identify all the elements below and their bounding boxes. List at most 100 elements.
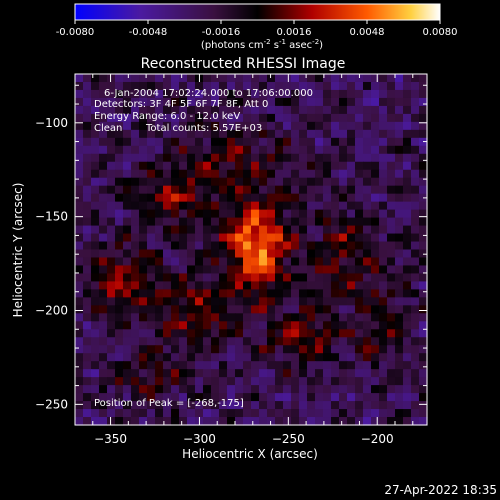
heatmap-cell: [339, 305, 348, 314]
heatmap-cell: [283, 369, 292, 378]
heatmap-cell: [283, 169, 292, 179]
heatmap-cell: [219, 249, 228, 259]
heatmap-cell: [355, 209, 364, 219]
heatmap-cell: [291, 417, 300, 426]
heatmap-cell: [91, 361, 100, 370]
heatmap-cell: [259, 169, 268, 179]
heatmap-cell: [163, 89, 172, 99]
heatmap-cell: [371, 345, 380, 354]
heatmap-cell: [387, 337, 396, 346]
heatmap-cell: [227, 289, 236, 298]
heatmap-cell: [291, 81, 300, 91]
heatmap-cell: [187, 113, 196, 123]
heatmap-cell: [227, 217, 236, 227]
heatmap-cell: [155, 353, 164, 362]
heatmap-cell: [155, 369, 164, 378]
heatmap-cell: [291, 361, 300, 370]
heatmap-cell: [83, 377, 92, 386]
heatmap-cell: [115, 321, 124, 330]
heatmap-cell: [267, 201, 276, 211]
heatmap-cell: [339, 185, 348, 195]
heatmap-cell: [339, 353, 348, 362]
heatmap-cell: [379, 81, 388, 91]
heatmap-cell: [163, 257, 172, 267]
heatmap-cell: [323, 337, 332, 346]
heatmap-cell: [211, 81, 220, 91]
heatmap-cell: [307, 201, 316, 211]
heatmap-cell: [163, 377, 172, 386]
heatmap-cell: [171, 305, 180, 314]
heatmap-cell: [323, 265, 332, 275]
heatmap-cell: [355, 153, 364, 163]
heatmap-cell: [387, 361, 396, 370]
x-axis-label: Heliocentric X (arcsec): [182, 447, 318, 461]
heatmap-cell: [171, 185, 180, 195]
heatmap-cell: [195, 81, 204, 91]
heatmap-cell: [363, 233, 372, 243]
heatmap-cell: [235, 121, 244, 131]
heatmap-cell: [75, 409, 84, 418]
heatmap-cell: [371, 169, 380, 179]
heatmap-cell: [291, 297, 300, 306]
heatmap-cell: [331, 409, 340, 418]
colorbar-ticks: -0.0080 -0.0048 -0.0016 0.0016 0.0048 0.0080: [56, 20, 458, 38]
heatmap-cell: [235, 81, 244, 91]
heatmap-cell: [243, 297, 252, 306]
heatmap-cell: [275, 361, 284, 370]
heatmap-cell: [251, 169, 260, 179]
heatmap-cell: [139, 289, 148, 298]
heatmap-cell: [387, 329, 396, 338]
heatmap-cell: [83, 329, 92, 338]
heatmap-cell: [251, 249, 260, 259]
heatmap-cell: [283, 345, 292, 354]
heatmap-cell: [131, 121, 140, 131]
heatmap-cell: [171, 81, 180, 91]
heatmap-cell: [83, 393, 92, 402]
heatmap-cell: [163, 105, 172, 115]
heatmap-cell: [331, 417, 340, 426]
heatmap-cell: [75, 297, 84, 306]
heatmap-cell: [363, 257, 372, 267]
heatmap-cell: [163, 369, 172, 378]
heatmap-cell: [283, 217, 292, 227]
heatmap-cell: [379, 209, 388, 219]
heatmap-cell: [283, 105, 292, 115]
heatmap-cell: [235, 129, 244, 139]
heatmap-cell: [411, 273, 420, 283]
heatmap-cell: [123, 361, 132, 370]
heatmap-cell: [275, 409, 284, 418]
heatmap-cell: [339, 281, 348, 290]
heatmap-cell: [99, 265, 108, 275]
heatmap-cell: [219, 305, 228, 314]
heatmap-cell: [75, 369, 84, 378]
heatmap-cell: [299, 345, 308, 354]
heatmap-cell: [411, 225, 420, 235]
heatmap-cell: [123, 281, 132, 290]
heatmap-cell: [379, 97, 388, 107]
heatmap-cell: [75, 257, 84, 267]
heatmap-cell: [99, 193, 108, 203]
heatmap-cell: [315, 201, 324, 211]
heatmap-cell: [227, 385, 236, 394]
heatmap-cell: [419, 257, 428, 267]
heatmap-cell: [203, 257, 212, 267]
heatmap-cell: [147, 369, 156, 378]
heatmap-cell: [387, 297, 396, 306]
heatmap-cell: [115, 385, 124, 394]
heatmap-cell: [355, 169, 364, 179]
heatmap-cell: [267, 385, 276, 394]
heatmap-cell: [203, 241, 212, 251]
heatmap-cell: [259, 361, 268, 370]
heatmap-cell: [371, 385, 380, 394]
heatmap-cell: [371, 361, 380, 370]
heatmap-cell: [123, 265, 132, 275]
heatmap-cell: [195, 337, 204, 346]
heatmap-cell: [355, 233, 364, 243]
heatmap-cell: [123, 257, 132, 267]
heatmap-cell: [139, 385, 148, 394]
heatmap-cell: [203, 305, 212, 314]
heatmap-cell: [267, 313, 276, 322]
heatmap-cell: [107, 81, 116, 91]
heatmap-cell: [187, 409, 196, 418]
heatmap-cell: [147, 361, 156, 370]
